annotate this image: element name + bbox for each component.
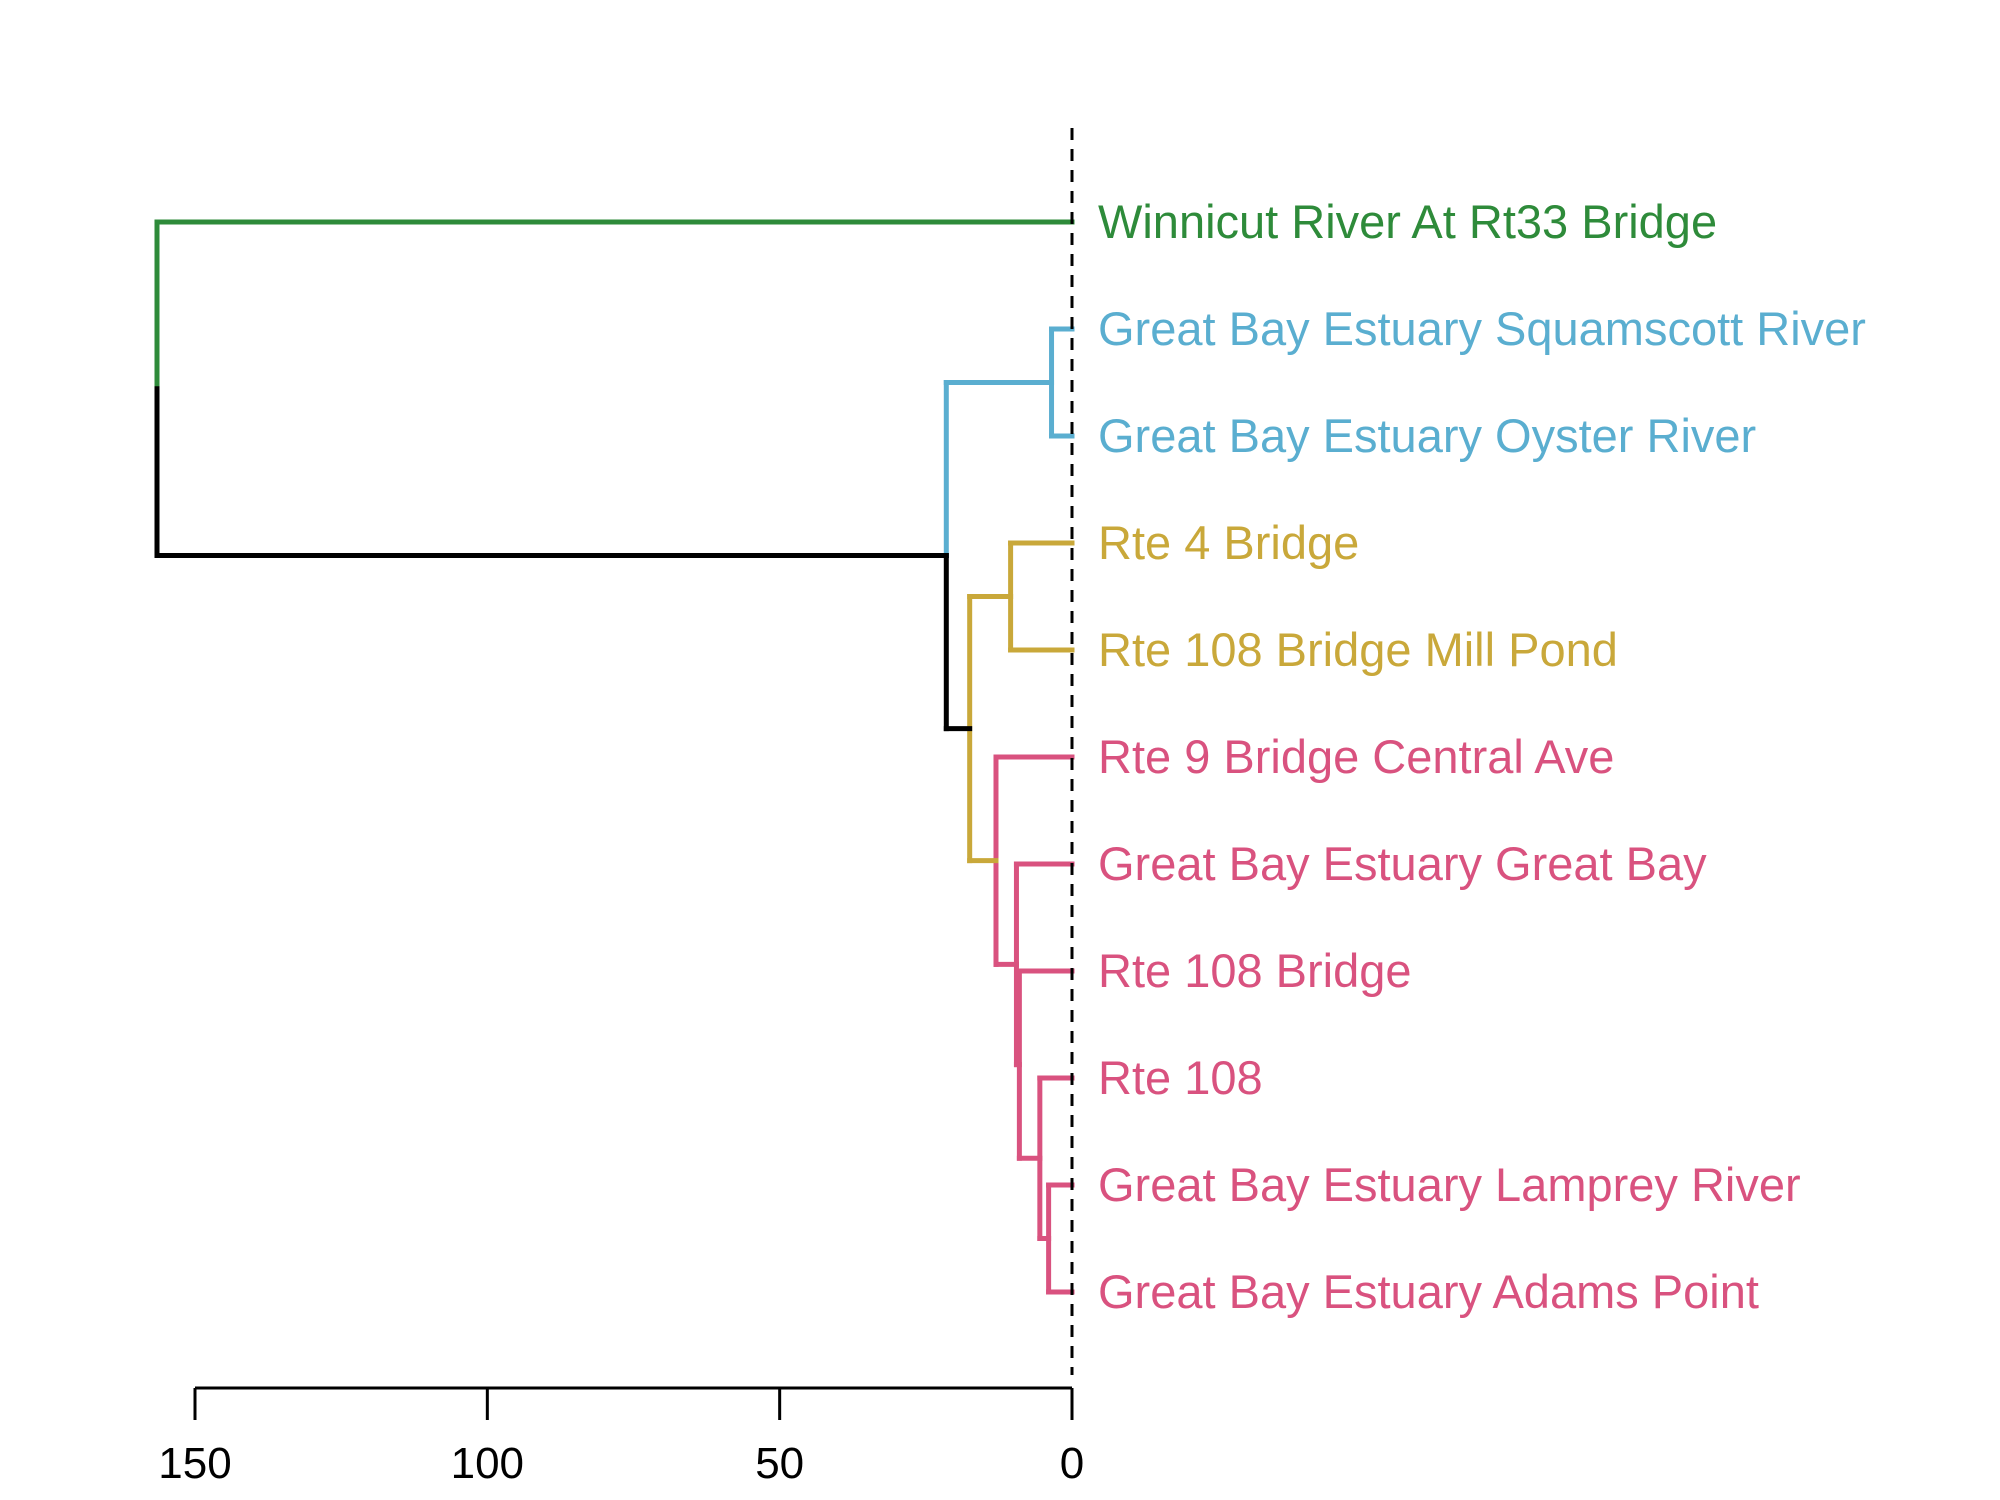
x-tick-label: 150: [158, 1439, 231, 1488]
leaf-label: Rte 108 Bridge: [1098, 944, 1412, 997]
leaf-label: Winnicut River At Rt33 Bridge: [1098, 195, 1717, 248]
x-axis: 150 100 50 0: [158, 1386, 1084, 1488]
leaf-labels: Winnicut River At Rt33 Bridge Great Bay E…: [1098, 195, 1866, 1318]
dendrogram-branches: [154, 219, 1075, 1295]
leaf-label: Great Bay Estuary Lamprey River: [1098, 1158, 1801, 1211]
leaf-label: Rte 108: [1098, 1051, 1263, 1104]
x-tick-label: 0: [1060, 1439, 1084, 1488]
leaf-label: Great Bay Estuary Great Bay: [1098, 837, 1707, 890]
x-tick-label: 50: [755, 1439, 804, 1488]
leaf-label: Great Bay Estuary Adams Point: [1098, 1265, 1759, 1318]
leaf-label: Rte 108 Bridge Mill Pond: [1098, 623, 1618, 676]
x-axis-ticks: 150 100 50 0: [158, 1388, 1084, 1488]
leaf-label: Rte 4 Bridge: [1098, 516, 1359, 569]
leaf-label: Great Bay Estuary Squamscott River: [1098, 302, 1866, 355]
x-tick-label: 100: [451, 1439, 524, 1488]
leaf-label: Great Bay Estuary Oyster River: [1098, 409, 1756, 462]
leaf-label: Rte 9 Bridge Central Ave: [1098, 730, 1614, 783]
